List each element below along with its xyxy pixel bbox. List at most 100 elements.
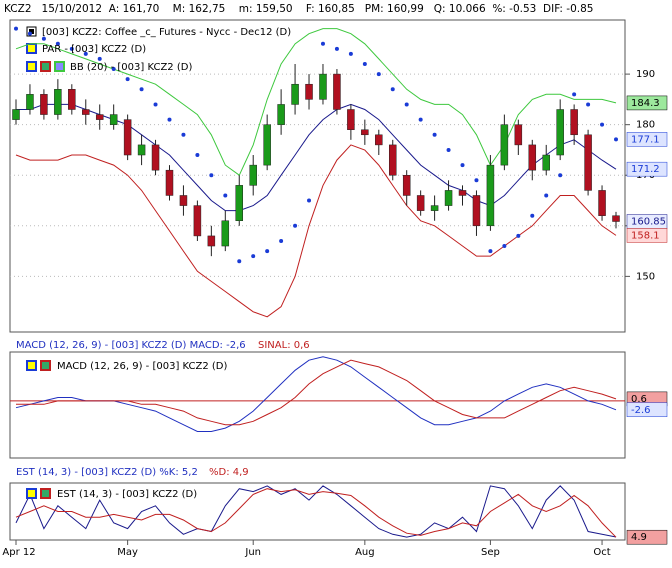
sar-dot <box>139 87 144 92</box>
candle-body <box>402 174 411 196</box>
icon <box>40 61 51 72</box>
candle-body <box>444 190 453 206</box>
candle-body <box>235 185 244 222</box>
price-panel <box>9 19 626 333</box>
sar-dot <box>251 254 256 259</box>
candle-body <box>277 104 285 125</box>
sar-dot <box>83 51 88 56</box>
candle-body <box>249 164 257 186</box>
indicator-line <box>15 356 617 432</box>
candle-body <box>472 195 481 227</box>
sar-dot <box>153 102 158 107</box>
macd-panel <box>9 351 626 459</box>
icon <box>40 360 51 371</box>
sar-dot <box>502 244 507 249</box>
bb-middle <box>16 103 617 212</box>
candle-body <box>319 73 327 100</box>
macd-legend: MACD (12, 26, 9) - [003] KCZ2 (D) <box>57 361 228 372</box>
sar-dot <box>27 31 32 36</box>
sar-dot <box>348 51 353 56</box>
x-tick-label: Apr 12 <box>2 547 35 558</box>
stoch-header-d: %D: 4,9 <box>209 467 249 478</box>
sar-dot <box>14 26 18 31</box>
bb-upper <box>15 28 617 176</box>
sar-dot <box>544 193 549 198</box>
icon <box>40 488 51 499</box>
sar-dot <box>572 92 577 97</box>
candle-body <box>528 144 537 171</box>
x-tick-label: May <box>117 547 138 558</box>
candle-body <box>40 94 48 115</box>
candle-body <box>68 89 76 110</box>
macd-header: MACD (12, 26, 9) - [003] KCZ2 (D) MACD: … <box>16 340 246 351</box>
sar-dot <box>446 147 451 152</box>
sar-dot <box>418 117 423 122</box>
candle-body <box>95 114 104 120</box>
candle-body <box>542 154 550 171</box>
value-badge-label: 184.3 <box>631 98 660 109</box>
candle-body <box>347 109 355 130</box>
sar-dot <box>460 163 465 168</box>
indicator-line <box>15 488 617 538</box>
value-badge <box>626 529 668 545</box>
value-badge-label: 4.9 <box>631 532 647 543</box>
sar-dot <box>69 46 74 51</box>
value-badge-label: 177.1 <box>631 134 660 145</box>
value-badge-label: 171.2 <box>631 164 660 175</box>
candle-body <box>361 129 369 136</box>
x-tick-label: Jun <box>244 547 261 558</box>
sar-dot <box>307 198 312 203</box>
candle-body <box>458 190 467 196</box>
sar-dot <box>195 153 200 158</box>
sar-dot <box>474 178 479 183</box>
sar-dot <box>586 102 591 107</box>
x-tick-label: Sep <box>481 547 500 558</box>
info-bar: KCZ2 15/10/2012 A: 161,70 M: 162,75 m: 1… <box>4 3 594 15</box>
y-tick-label: 180 <box>636 120 655 131</box>
legend-entry: BB (20) - [003] KCZ2 (D) <box>70 62 192 73</box>
icon <box>26 360 37 371</box>
candle-body <box>109 114 118 125</box>
value-badge-label: 0.6 <box>631 394 647 405</box>
sar-dot <box>167 117 172 122</box>
stoch-legend: EST (14, 3) - [003] KCZ2 (D) <box>57 489 197 500</box>
value-badge-label: -2.6 <box>631 405 651 416</box>
sar-dot <box>55 41 60 46</box>
value-badge <box>626 161 668 177</box>
candle-body <box>612 215 620 222</box>
candle-body <box>291 83 299 105</box>
sar-dot <box>125 77 130 82</box>
candle-body <box>416 195 425 211</box>
sar-dot <box>181 132 186 137</box>
candle-body <box>193 205 202 237</box>
sar-dot <box>223 193 228 198</box>
candle-body <box>137 144 146 156</box>
value-badge <box>626 228 668 243</box>
bb-lower <box>15 144 617 318</box>
sar-dot <box>600 122 605 127</box>
candle-body <box>12 109 20 120</box>
value-badge <box>626 95 668 111</box>
candle-body <box>584 134 592 191</box>
icon <box>26 43 37 54</box>
value-badge-label: 158.1 <box>631 230 660 241</box>
sar-dot <box>209 173 214 178</box>
value-badge <box>626 132 668 147</box>
y-tick-label: 190 <box>636 69 655 80</box>
legend-entry: PAR - [003] KCZ2 (D) <box>42 44 146 55</box>
candle-body <box>207 235 216 247</box>
candle-body <box>179 195 188 206</box>
candle-body <box>54 89 62 115</box>
icon <box>26 61 37 72</box>
stoch-header: EST (14, 3) - [003] KCZ2 (D) %K: 5,2 <box>16 467 198 478</box>
icon <box>29 29 34 34</box>
candle-body <box>388 144 397 176</box>
candle-body <box>598 190 606 216</box>
sar-dot <box>558 173 563 178</box>
sar-dot <box>279 238 284 243</box>
candle-body <box>570 109 578 136</box>
value-badge <box>626 402 668 418</box>
x-tick-label: Aug <box>355 547 375 558</box>
candle-body <box>165 169 174 196</box>
